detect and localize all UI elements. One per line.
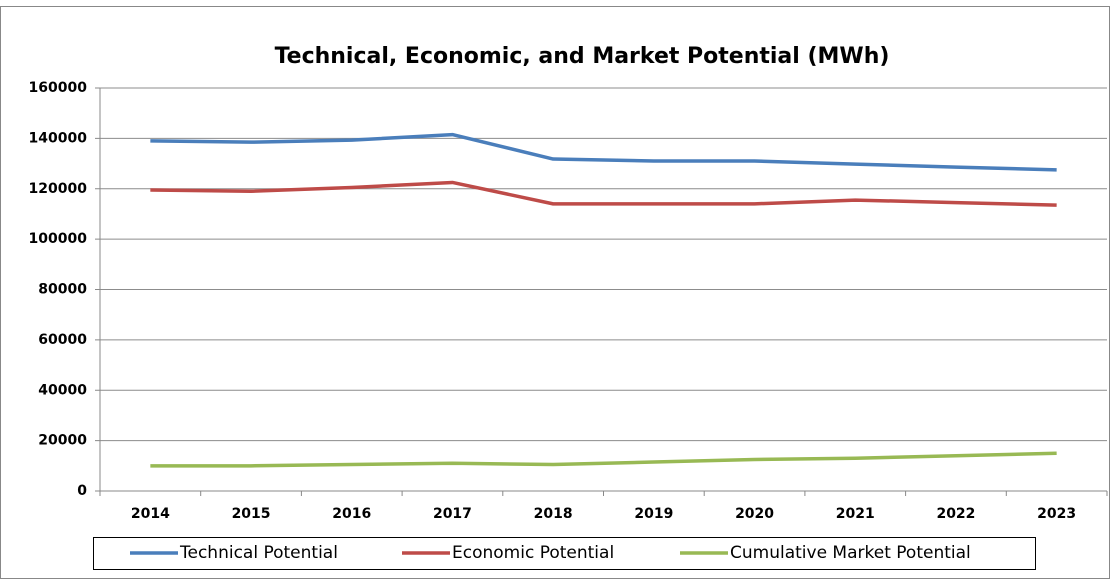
y-tick-label: 100000	[29, 231, 88, 247]
x-tick-label: 2022	[936, 506, 975, 522]
x-tick-label: 2015	[232, 506, 271, 522]
legend-label: Technical Potential	[179, 543, 338, 563]
series-line	[150, 180, 1057, 207]
x-tick-label: 2018	[534, 506, 573, 522]
y-tick-label: 160000	[29, 80, 88, 96]
y-tick-label: 0	[77, 483, 87, 499]
x-tick-label: 2019	[634, 506, 673, 522]
x-tick-label: 2023	[1037, 506, 1076, 522]
x-tick-label: 2020	[735, 506, 774, 522]
x-tick-label: 2016	[332, 506, 371, 522]
y-tick-label: 60000	[38, 332, 87, 348]
chart-title: Technical, Economic, and Market Potentia…	[275, 44, 890, 69]
series-line	[150, 451, 1057, 468]
legend-box	[93, 537, 1036, 570]
x-tick-label: 2017	[433, 506, 472, 522]
y-tick-label: 120000	[29, 181, 88, 197]
x-tick-label: 2014	[131, 506, 170, 522]
y-tick-label: 80000	[38, 282, 87, 298]
chart-border	[0, 6, 1110, 579]
y-tick-label: 20000	[38, 433, 87, 449]
y-tick-label: 40000	[38, 382, 87, 398]
y-tick-label: 140000	[29, 130, 88, 146]
legend-label: Cumulative Market Potential	[730, 543, 971, 563]
x-tick-label: 2021	[836, 506, 875, 522]
legend-label: Economic Potential	[452, 543, 614, 563]
series-line	[150, 132, 1057, 172]
